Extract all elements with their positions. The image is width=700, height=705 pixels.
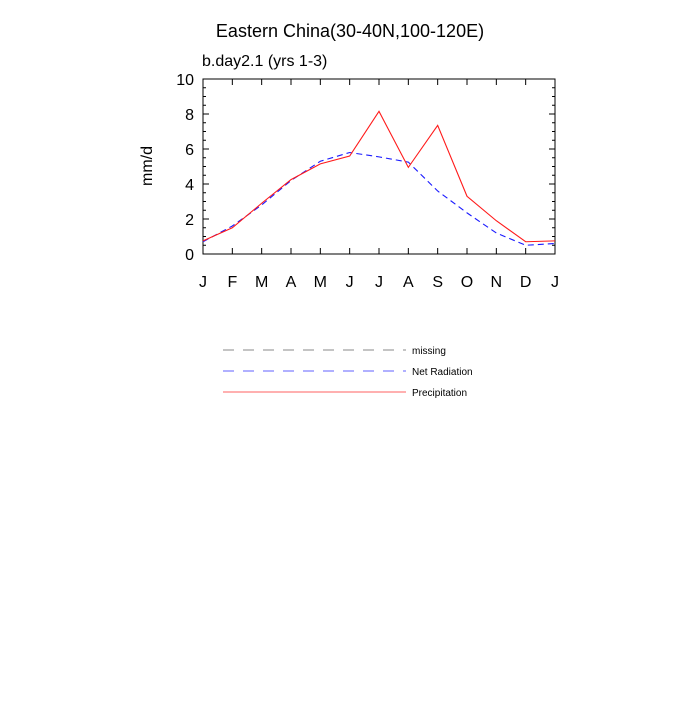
plot-frame bbox=[203, 79, 555, 254]
legend: missing Net Radiation Precipitation bbox=[223, 346, 473, 399]
x-tick-label: A bbox=[403, 274, 414, 291]
series-line-net-radiation bbox=[203, 153, 555, 246]
x-tick-label: N bbox=[491, 274, 503, 291]
y-tick-label: 4 bbox=[185, 177, 194, 194]
chart-subtitle: b.day2.1 (yrs 1-3) bbox=[202, 53, 327, 70]
x-tick-label: J bbox=[551, 274, 559, 291]
x-tick-label: S bbox=[432, 274, 443, 291]
series-line-precipitation bbox=[203, 111, 555, 241]
x-tick-label: A bbox=[286, 274, 297, 291]
legend-label: Precipitation bbox=[412, 388, 467, 399]
y-axis-label: mm/d bbox=[139, 146, 156, 186]
x-tick-label: F bbox=[227, 274, 237, 291]
x-tick-label: M bbox=[255, 274, 268, 291]
y-tick-label: 6 bbox=[185, 142, 194, 159]
y-tick-label: 10 bbox=[176, 72, 194, 89]
y-tick-label: 8 bbox=[185, 107, 194, 124]
x-tick-label: J bbox=[346, 274, 354, 291]
y-tick-label: 2 bbox=[185, 212, 194, 229]
x-tick-label: O bbox=[461, 274, 473, 291]
x-tick-label: D bbox=[520, 274, 532, 291]
x-tick-label: M bbox=[314, 274, 327, 291]
legend-label: Net Radiation bbox=[412, 367, 473, 378]
series-layer bbox=[203, 111, 555, 245]
x-tick-label: J bbox=[375, 274, 383, 291]
chart-title: Eastern China(30-40N,100-120E) bbox=[216, 21, 484, 41]
plot-border bbox=[203, 79, 555, 254]
x-tick-label: J bbox=[199, 274, 207, 291]
y-tick-label: 0 bbox=[185, 247, 194, 264]
legend-label: missing bbox=[412, 346, 446, 357]
